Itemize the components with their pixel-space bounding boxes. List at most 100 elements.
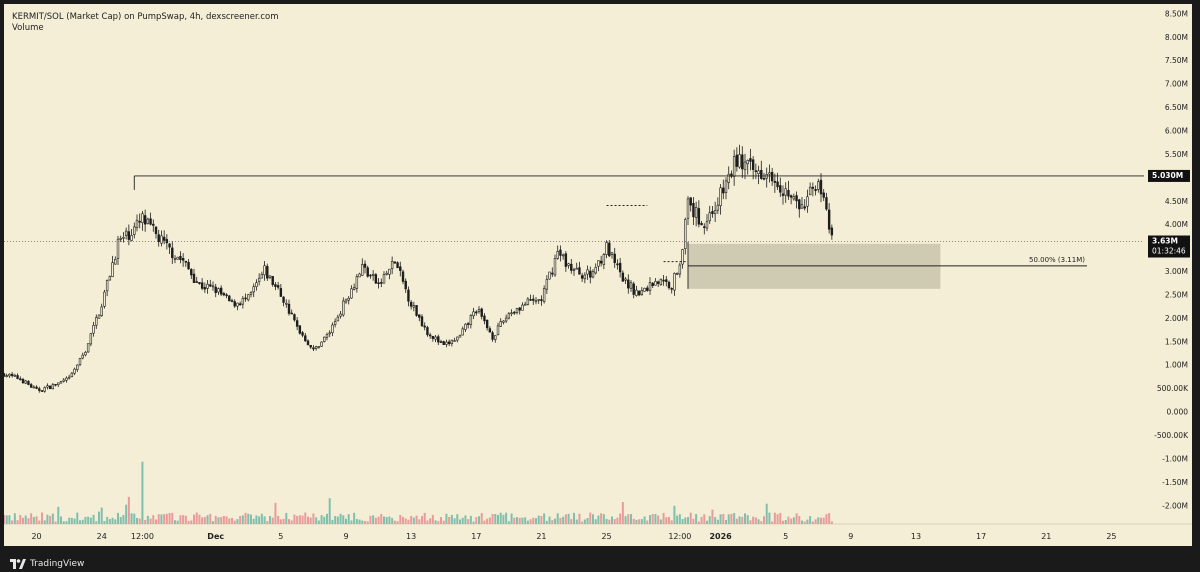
candle-body-163 — [445, 341, 448, 345]
volume-bar-31 — [87, 516, 90, 524]
candle-body-87 — [238, 303, 242, 306]
volume-bar-297 — [809, 516, 812, 524]
candle-body-273 — [743, 161, 747, 170]
price-chart[interactable]: 50.00% (3.11M) 8.50M 8.00M 7.50M 7.00M 6.50M… — [4, 4, 1192, 546]
candle-body-6 — [19, 378, 22, 381]
volume-bar-178 — [486, 518, 489, 524]
volume-bar-87 — [239, 516, 242, 524]
volume-bar-206 — [562, 516, 565, 524]
volume-bar-280 — [763, 516, 765, 524]
volume-bar-35 — [98, 511, 100, 524]
volume-bar-294 — [801, 520, 803, 524]
volume-bar-115 — [315, 517, 318, 524]
candle-body-40 — [111, 262, 114, 277]
candle-body-52 — [143, 215, 147, 225]
volume-bar-92 — [252, 518, 255, 524]
candle-body-186 — [507, 313, 511, 319]
candle-body-215 — [586, 269, 589, 275]
candle-body-137 — [374, 274, 378, 284]
y-tick-label: 6.50M — [1165, 103, 1188, 112]
candle-body-113 — [309, 344, 312, 348]
volume-bar-153 — [418, 519, 421, 524]
volume-bar-197 — [537, 515, 540, 524]
candle-body-63 — [173, 258, 177, 260]
candle-body-180 — [491, 332, 494, 340]
volume-bar-119 — [326, 513, 328, 524]
volume-bar-251 — [684, 517, 687, 524]
candle-body-228 — [621, 272, 625, 282]
candle-body-208 — [567, 263, 570, 266]
volume-bar-45 — [125, 504, 128, 524]
x-tick-label: 25 — [1106, 532, 1116, 541]
volume-bar-51 — [141, 461, 144, 524]
volume-bar-208 — [567, 513, 570, 524]
volume-bar-171 — [467, 519, 470, 524]
volume-bar-150 — [410, 515, 413, 524]
branding[interactable]: TradingView — [10, 559, 84, 569]
volume-bar-211 — [575, 519, 578, 524]
volume-bar-147 — [402, 516, 404, 524]
candle-body-136 — [371, 274, 375, 276]
candle-body-293 — [798, 199, 801, 210]
volume-bar-76 — [209, 513, 212, 524]
volume-bar-179 — [488, 517, 491, 524]
candle-body-272 — [741, 154, 744, 170]
volume-bar-292 — [795, 513, 798, 524]
candle-body-37 — [103, 291, 106, 307]
candle-body-204 — [556, 251, 559, 259]
volume-bar-6 — [19, 514, 22, 524]
y-tick-label: 5.50M — [1165, 150, 1188, 159]
candle-body-222 — [605, 242, 608, 255]
x-tick-label: 24 — [97, 532, 107, 541]
candle-body-144 — [393, 261, 397, 264]
volume-bar-253 — [689, 512, 692, 524]
volume-bar-129 — [353, 512, 356, 524]
x-axis[interactable]: 20 24 12:00 Dec 5 9 13 17 21 25 12:00 2026 5 9 13 17 21 2… — [4, 523, 1192, 541]
candle-body-193 — [526, 298, 530, 305]
candle-body-100 — [274, 284, 277, 287]
candle-body-169 — [461, 328, 464, 336]
volume-bar-184 — [502, 514, 505, 524]
candle-body-161 — [439, 341, 443, 343]
volume-bar-199 — [543, 513, 546, 524]
volume-bar-64 — [176, 520, 179, 524]
candle-body-65 — [179, 255, 182, 261]
volume-bar-131 — [358, 519, 361, 524]
candle-body-66 — [181, 258, 185, 261]
volume-bar-47 — [130, 513, 133, 524]
volume-bar-89 — [244, 512, 247, 524]
candle-body-197 — [537, 298, 540, 301]
volume-bar-108 — [296, 515, 299, 524]
volume-bar-82 — [225, 516, 228, 524]
candle-body-64 — [176, 256, 179, 260]
candle-body-94 — [257, 277, 261, 282]
candle-body-14 — [40, 390, 44, 392]
x-tick-label: 13 — [406, 532, 416, 541]
resistance-price-label-text-0: 5.030M — [1152, 171, 1183, 180]
volume-bar-170 — [464, 515, 467, 524]
volume-bar-271 — [738, 516, 741, 524]
chart-background — [4, 4, 1192, 546]
candle-body-127 — [347, 297, 350, 301]
candle-body-176 — [480, 308, 483, 317]
volume-bar-148 — [404, 518, 407, 524]
volume-bar-62 — [171, 512, 174, 524]
current-price-label-text-1: 01:32:46 — [1152, 247, 1186, 256]
volume-bar-258 — [703, 514, 706, 524]
candle-body-154 — [420, 316, 424, 327]
x-tick-label: 12:00 — [668, 532, 691, 541]
candle-body-80 — [219, 287, 223, 295]
candle-body-125 — [342, 300, 345, 316]
candle-body-126 — [344, 299, 348, 303]
candle-body-220 — [599, 260, 603, 264]
volume-bar-203 — [554, 518, 556, 524]
candle-body-46 — [127, 231, 131, 240]
candle-body-32 — [89, 333, 93, 345]
volume-bar-13 — [38, 520, 41, 524]
fib-50-label: 50.00% (3.11M) — [1029, 256, 1085, 264]
candle-body-141 — [385, 272, 388, 275]
candle-body-9 — [27, 380, 30, 385]
volume-bar-1 — [5, 515, 8, 524]
candle-body-143 — [390, 261, 394, 269]
candle-body-288 — [784, 188, 787, 196]
